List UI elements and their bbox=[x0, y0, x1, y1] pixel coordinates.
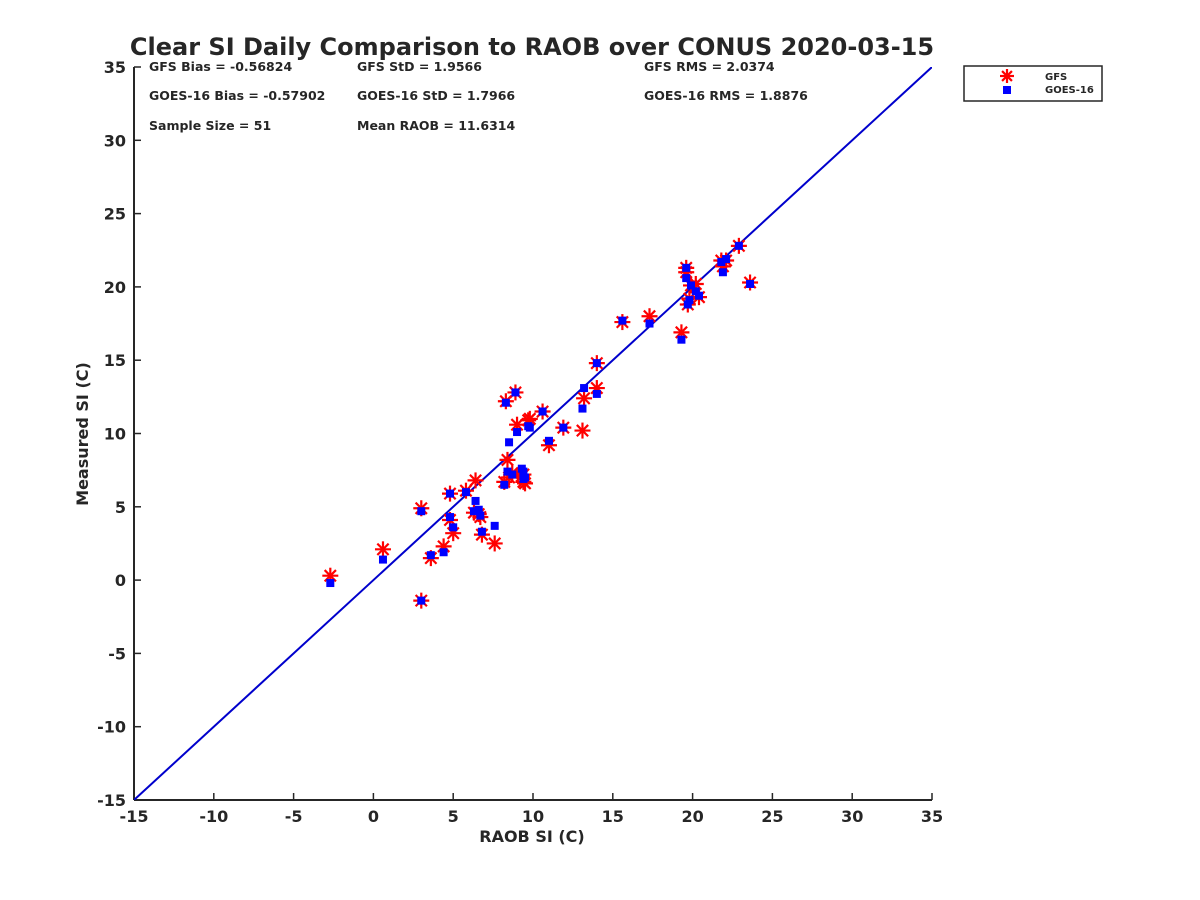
x-tick-label: 25 bbox=[761, 807, 783, 826]
goes16-point bbox=[718, 268, 727, 277]
goes16-point bbox=[521, 473, 530, 482]
stat-goes16-std: GOES-16 StD = 1.7966 bbox=[357, 88, 515, 103]
goes16-point bbox=[578, 404, 587, 413]
goes16-point bbox=[501, 398, 510, 407]
x-tick-label: 15 bbox=[602, 807, 624, 826]
goes16-point bbox=[446, 489, 455, 498]
y-tick-label: 5 bbox=[115, 498, 126, 517]
goes16-point bbox=[525, 423, 534, 432]
legend-label-goes16: GOES-16 bbox=[1045, 85, 1094, 96]
goes16-point bbox=[446, 513, 455, 522]
y-tick-label: 10 bbox=[104, 425, 126, 444]
x-tick-label: -15 bbox=[120, 807, 149, 826]
y-tick-label: 0 bbox=[115, 571, 126, 590]
goes16-series bbox=[326, 241, 755, 605]
goes16-point bbox=[722, 255, 731, 264]
goes16-point bbox=[580, 384, 589, 393]
y-tick-label: 15 bbox=[104, 351, 126, 370]
y-tick-label: -15 bbox=[97, 791, 126, 810]
goes16-point bbox=[505, 438, 514, 447]
y-tick-label: 20 bbox=[104, 278, 126, 297]
goes16-point bbox=[417, 596, 426, 605]
goes16-point bbox=[677, 335, 686, 344]
x-tick-label: 10 bbox=[522, 807, 544, 826]
stat-goes16-bias: GOES-16 Bias = -0.57902 bbox=[149, 88, 325, 103]
chart-title: Clear SI Daily Comparison to RAOB over C… bbox=[130, 33, 934, 61]
y-tick-label: 30 bbox=[104, 131, 126, 150]
gfs-point bbox=[467, 472, 484, 489]
y-tick-label: -10 bbox=[97, 718, 126, 737]
x-tick-label: -10 bbox=[199, 807, 228, 826]
goes16-point bbox=[691, 287, 700, 296]
legend-marker-goes16 bbox=[1003, 86, 1011, 94]
goes16-point bbox=[683, 300, 692, 309]
legend: GFS GOES-16 bbox=[963, 65, 1103, 102]
goes16-point bbox=[511, 388, 520, 397]
goes16-point bbox=[326, 579, 335, 588]
gfs-point bbox=[576, 390, 593, 407]
goes16-point bbox=[461, 488, 470, 497]
goes16-point bbox=[469, 507, 478, 516]
goes16-point bbox=[592, 389, 601, 398]
goes16-point bbox=[746, 279, 755, 288]
goes16-point bbox=[618, 316, 627, 325]
legend-marker-gfs bbox=[1000, 69, 1014, 83]
goes16-point bbox=[519, 467, 528, 476]
one-to-one-line bbox=[134, 67, 932, 800]
goes16-point bbox=[694, 291, 703, 300]
y-axis-label: Measured SI (C) bbox=[73, 362, 92, 506]
stat-gfs-std: GFS StD = 1.9566 bbox=[357, 59, 482, 74]
goes16-point bbox=[592, 359, 601, 368]
goes16-point bbox=[682, 263, 691, 272]
stats-annotations: GFS Bias = -0.56824 GFS StD = 1.9566 GFS… bbox=[149, 59, 808, 133]
goes16-point bbox=[544, 436, 553, 445]
x-tick-label: 30 bbox=[841, 807, 863, 826]
x-axis-label: RAOB SI (C) bbox=[479, 827, 584, 846]
stat-gfs-bias: GFS Bias = -0.56824 bbox=[149, 59, 292, 74]
y-tick-label: 35 bbox=[104, 58, 126, 77]
goes16-point bbox=[559, 423, 568, 432]
gfs-point bbox=[574, 422, 591, 439]
goes16-point bbox=[503, 467, 512, 476]
legend-box bbox=[963, 65, 1103, 102]
gfs-point bbox=[486, 535, 503, 552]
x-tick-label: 0 bbox=[368, 807, 379, 826]
x-tick-label: 35 bbox=[921, 807, 943, 826]
goes16-point bbox=[685, 296, 694, 305]
gfs-point bbox=[374, 541, 391, 558]
goes16-point bbox=[538, 407, 547, 416]
goes16-point bbox=[734, 241, 743, 250]
goes16-point bbox=[426, 551, 435, 560]
goes16-point bbox=[417, 507, 426, 516]
y-tick-label: 25 bbox=[104, 205, 126, 224]
x-tick-label: -5 bbox=[285, 807, 303, 826]
goes16-point bbox=[439, 548, 448, 557]
goes16-point bbox=[513, 428, 522, 437]
goes16-point bbox=[500, 480, 509, 489]
y-tick-label: -5 bbox=[108, 644, 126, 663]
stat-goes16-rms: GOES-16 RMS = 1.8876 bbox=[644, 88, 808, 103]
goes16-point bbox=[717, 257, 726, 266]
legend-label-gfs: GFS bbox=[1045, 72, 1067, 83]
x-tick-label: 20 bbox=[681, 807, 703, 826]
goes16-point bbox=[476, 511, 485, 520]
goes16-point bbox=[378, 555, 387, 564]
goes16-point bbox=[682, 274, 691, 283]
goes16-point bbox=[477, 527, 486, 536]
plot-axes: -15 -10 -5 0 5 10 15 20 25 30 35 -15 -10 -5 0 5 10 15 20 25… bbox=[97, 58, 943, 826]
goes16-point bbox=[508, 470, 517, 479]
gfs-point bbox=[499, 451, 516, 468]
goes16-point bbox=[490, 521, 499, 530]
stat-gfs-rms: GFS RMS = 2.0374 bbox=[644, 59, 775, 74]
goes16-point bbox=[687, 281, 696, 290]
goes16-point bbox=[449, 523, 458, 532]
stat-mean-raob: Mean RAOB = 11.6314 bbox=[357, 118, 515, 133]
stat-sample-size: Sample Size = 51 bbox=[149, 118, 271, 133]
x-tick-label: 5 bbox=[448, 807, 459, 826]
goes16-point bbox=[471, 496, 480, 505]
goes16-point bbox=[474, 505, 483, 514]
goes16-point bbox=[645, 319, 654, 328]
